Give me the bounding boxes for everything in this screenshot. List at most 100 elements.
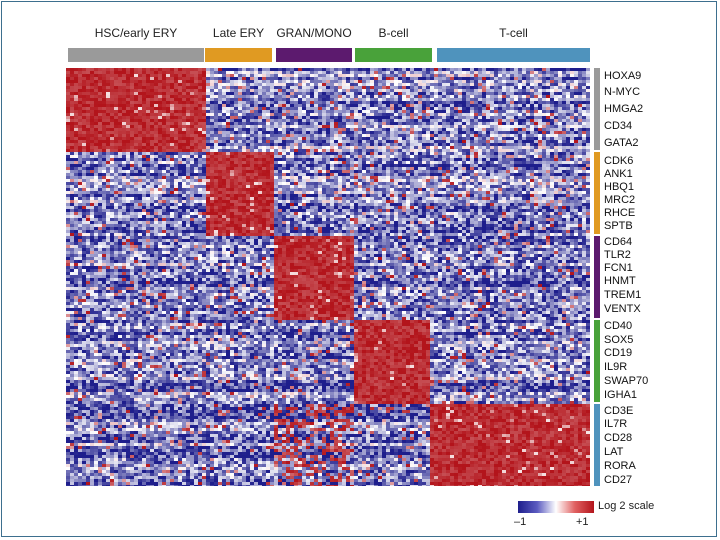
heatmap-cell [434,104,438,107]
heatmap-cell [478,149,482,152]
heatmap-cell [450,92,454,95]
heatmap-cell [486,125,490,128]
heatmap-cell [230,113,234,116]
heatmap-cell [370,137,374,140]
heatmap-cell [74,158,78,161]
heatmap-cell [82,134,86,137]
heatmap-cell [506,134,510,137]
heatmap-cell [98,92,102,95]
heatmap-cell [386,152,390,155]
heatmap-cell [426,86,430,89]
heatmap-cell [258,68,262,71]
heatmap-cell [146,155,150,158]
heatmap-cell [462,164,466,167]
heatmap-cell [114,74,118,77]
heatmap-cell [562,149,566,152]
heatmap-cell [318,140,322,143]
heatmap-cell [302,110,306,113]
heatmap-cell [354,128,358,131]
heatmap-cell [162,107,166,110]
heatmap-cell [486,176,490,179]
heatmap-cell [534,146,538,149]
heatmap-cell [330,149,334,152]
heatmap-cell [498,170,502,173]
heatmap-cell [474,89,478,92]
heatmap-cell [446,158,450,161]
heatmap-cell [214,83,218,86]
heatmap-cell [530,137,534,140]
heatmap-cell [266,128,270,131]
heatmap-cell [134,152,138,155]
heatmap-cell [206,107,210,110]
heatmap-cell [214,173,218,176]
heatmap-cell [110,71,114,74]
heatmap-cell [542,116,546,119]
heatmap-cell [326,158,330,161]
heatmap-cell [550,131,554,134]
heatmap-cell [574,152,578,155]
heatmap-cell [374,149,378,152]
heatmap-cell [98,71,102,74]
heatmap-cell [406,113,410,116]
heatmap-cell [90,77,94,80]
heatmap-cell [542,89,546,92]
heatmap-cell [110,179,114,182]
heatmap-cell [546,173,550,176]
heatmap-cell [438,101,442,104]
heatmap-cell [322,71,326,74]
heatmap-cell [454,68,458,71]
heatmap-cell [458,170,462,173]
heatmap-cell [326,140,330,143]
heatmap-cell [158,146,162,149]
heatmap-cell [582,152,586,155]
heatmap-cell [498,137,502,140]
heatmap-cell [86,116,90,119]
heatmap-cell [490,92,494,95]
heatmap-cell [142,83,146,86]
heatmap-cell [150,164,154,167]
heatmap-cell [330,86,334,89]
heatmap-cell [146,128,150,131]
heatmap-cell [126,89,130,92]
heatmap-cell [378,107,382,110]
heatmap-cell [194,167,198,170]
heatmap-cell [78,158,82,161]
heatmap-cell [466,86,470,89]
heatmap-cell [238,86,242,89]
heatmap-cell [210,125,214,128]
heatmap-cell [566,83,570,86]
heatmap-cell [350,101,354,104]
heatmap-cell [350,146,354,149]
heatmap-cell [422,98,426,101]
heatmap-cell [538,71,542,74]
heatmap-cell [66,119,70,122]
heatmap-cell [434,146,438,149]
heatmap-cell [114,119,118,122]
heatmap-cell [290,119,294,122]
heatmap-cell [482,68,486,71]
heatmap-cell [346,89,350,92]
heatmap-cell [146,71,150,74]
heatmap-cell [242,134,246,137]
heatmap-cell [290,134,294,137]
heatmap-cell [462,146,466,149]
heatmap-cell [78,140,82,143]
heatmap-cell [310,122,314,125]
heatmap-cell [138,119,142,122]
heatmap-cell [86,89,90,92]
heatmap-cell [466,110,470,113]
heatmap-cell [490,86,494,89]
heatmap-cell [66,113,70,116]
heatmap-cell [562,119,566,122]
heatmap-cell [238,167,242,170]
heatmap-cell [534,137,538,140]
heatmap-cell [302,119,306,122]
heatmap-cell [194,74,198,77]
heatmap-cell [398,164,402,167]
heatmap-cell [446,71,450,74]
heatmap-cell [558,158,562,161]
heatmap-cell [322,143,326,146]
heatmap-cell [302,77,306,80]
heatmap-cell [70,173,74,176]
heatmap-cell [78,74,82,77]
